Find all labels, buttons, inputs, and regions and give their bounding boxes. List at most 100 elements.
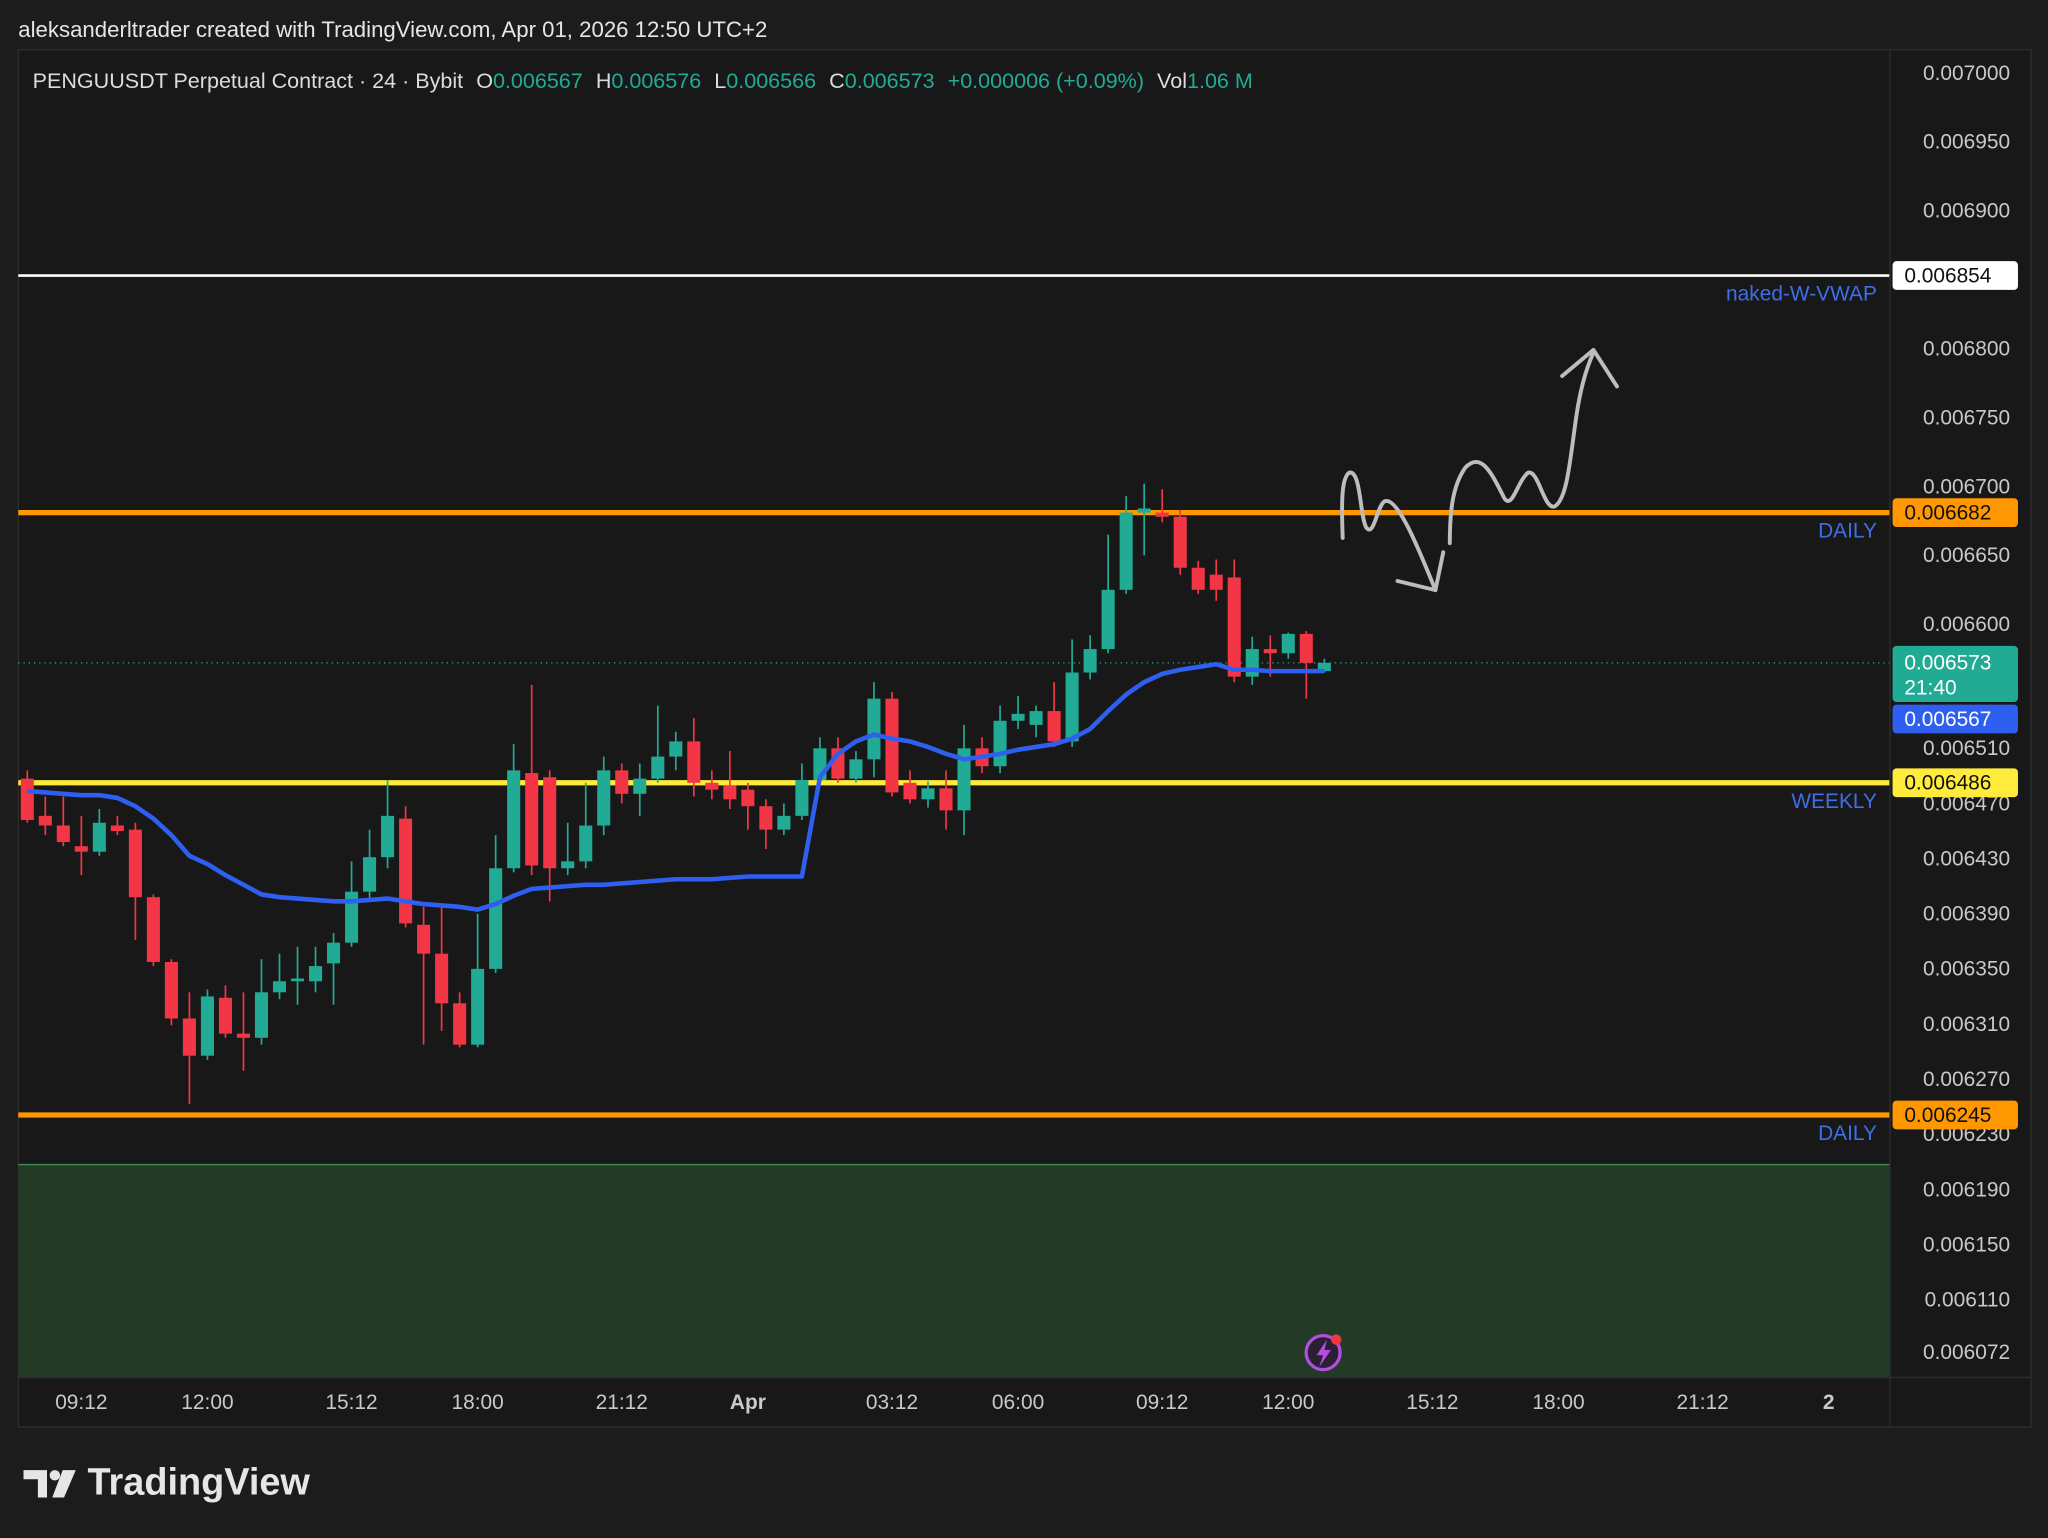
candle-body — [1299, 633, 1313, 663]
candle-body — [453, 1003, 467, 1045]
x-tick-label: 15:12 — [325, 1391, 377, 1414]
candle-body — [1209, 574, 1223, 590]
legend-label: H — [596, 69, 612, 93]
candle-body — [435, 953, 449, 1004]
y-tick-label: 0.007000 — [1923, 62, 2010, 85]
candle-body — [218, 997, 232, 1034]
candle-body — [885, 698, 899, 793]
alert-dot[interactable] — [1330, 1334, 1342, 1345]
candle-body — [92, 822, 106, 852]
candle-body — [1245, 649, 1259, 677]
candle-body — [38, 815, 52, 826]
candle-body — [867, 698, 881, 760]
price-tag — [1892, 768, 2018, 798]
candle-body — [939, 788, 953, 811]
zone — [18, 1164, 1890, 1378]
candle-body — [1227, 577, 1241, 677]
y-tick-label: 0.006430 — [1923, 847, 2010, 870]
candle-body — [254, 992, 269, 1038]
candle-body — [381, 815, 395, 858]
vwap-line — [27, 661, 1325, 912]
y-tick-label: 0.006800 — [1923, 337, 2010, 360]
legend-value: 0.006567 — [493, 69, 583, 93]
x-tick-label: 21:12 — [1676, 1391, 1728, 1414]
candle-body — [74, 846, 88, 852]
legend-value: 0.006566 — [726, 69, 816, 93]
legend-label: Vol — [1157, 69, 1187, 93]
x-tick-label: 15:12 — [1406, 1391, 1458, 1414]
alert-icon[interactable] — [1304, 1333, 1342, 1372]
candle-body — [633, 778, 647, 794]
x-tick-label: 06:00 — [992, 1391, 1044, 1414]
y-tick-label: 0.006900 — [1923, 200, 2010, 223]
vwap-tag-label: 0.006567 — [1904, 708, 1991, 731]
x-tick-label: 21:12 — [596, 1391, 648, 1414]
candle-body — [1263, 649, 1277, 654]
x-tick-label: 18:00 — [1532, 1391, 1584, 1414]
candle-body — [1119, 512, 1133, 590]
candle-body — [1065, 672, 1079, 742]
legend-value: 1.06 M — [1187, 69, 1253, 93]
candle-body — [363, 857, 377, 892]
last-price-tag — [1892, 645, 2018, 703]
legend-change: +0.000006 (+0.09%) — [948, 69, 1144, 93]
y-tick-label: 0.006190 — [1923, 1178, 2010, 1201]
candle-body — [146, 897, 160, 962]
candle-body — [651, 756, 665, 779]
candle-body — [272, 981, 287, 993]
y-tick-label: 0.006072 — [1923, 1341, 2010, 1364]
candle-body — [164, 961, 178, 1019]
y-tick-label: 0.006750 — [1923, 406, 2010, 429]
candle-body — [489, 868, 503, 969]
candle-body — [1101, 589, 1115, 650]
x-tick-label: 12:00 — [1262, 1391, 1314, 1414]
y-tick-label: 0.006950 — [1923, 131, 2010, 154]
candle-body — [741, 789, 755, 807]
legend-label: C — [829, 69, 845, 93]
x-tick-label: 09:12 — [1136, 1391, 1188, 1414]
candle-body — [561, 861, 575, 869]
level-label: naked-W-VWAP — [1726, 283, 1877, 306]
x-tick-label: 12:00 — [181, 1391, 233, 1414]
candle-body — [236, 1033, 250, 1038]
level-label: WEEKLY — [1791, 790, 1877, 813]
candle-body — [399, 818, 413, 924]
logo-mark — [52, 1470, 76, 1498]
level-label: DAILY — [1818, 1122, 1877, 1145]
candle-body — [687, 741, 701, 783]
candle-body — [669, 741, 683, 757]
candle-body — [705, 782, 719, 790]
chart-title: aleksanderltrader created with TradingVi… — [18, 17, 767, 42]
x-tick-label: 03:12 — [866, 1391, 918, 1414]
price-tag — [1892, 261, 2018, 290]
y-tick-label: 0.006350 — [1923, 958, 2010, 981]
last-price-label: 0.006573 — [1904, 652, 1991, 675]
x-tick-label: 09:12 — [55, 1391, 107, 1414]
y-tick-label: 0.006110 — [1925, 1289, 2011, 1312]
candle-body — [723, 785, 737, 800]
candle-body — [1173, 516, 1187, 568]
candle-body — [182, 1018, 196, 1056]
alert-bolt[interactable] — [1316, 1339, 1331, 1367]
candle-body — [525, 773, 539, 866]
y-tick-label: 0.006470 — [1923, 792, 2010, 815]
drawn-path — [1447, 350, 1596, 546]
candle-body — [1155, 512, 1169, 517]
legend-value: 0.006573 — [845, 69, 935, 93]
candle-body — [308, 966, 323, 982]
logo: TradingView — [23, 1461, 310, 1503]
legend-value: 0.006576 — [611, 69, 701, 93]
plot: 0.007000 0.006950 0.006900 0.006800 0.006750… — [18, 49, 2032, 1428]
candle-body — [110, 825, 124, 832]
candle-body — [417, 924, 431, 954]
price-tag-label: 0.006682 — [1904, 501, 1991, 524]
candle-body — [993, 720, 1007, 767]
candle-body — [1317, 662, 1331, 672]
logo-mark — [23, 1470, 48, 1498]
drawn-path — [1340, 470, 1438, 593]
legend-label: O — [476, 69, 493, 93]
candle-body — [20, 778, 34, 820]
x-tick-label: Apr — [730, 1391, 766, 1414]
price-tag — [1892, 498, 2018, 527]
